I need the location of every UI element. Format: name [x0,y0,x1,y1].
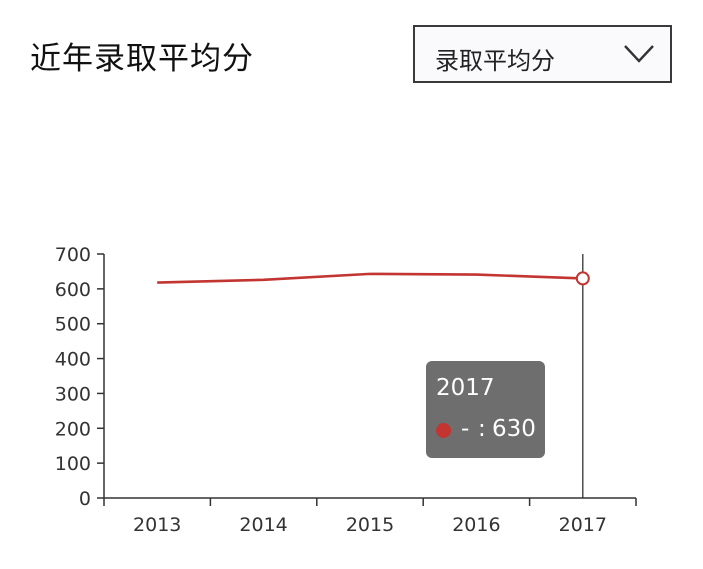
tooltip-separator: : [478,416,486,442]
y-tick-label: 400 [55,349,91,371]
page-title: 近年录取平均分 [30,41,254,77]
chevron-down-icon [624,45,654,63]
y-tick-label: 500 [55,314,91,336]
y-tick-label: 700 [55,244,91,266]
tooltip-series-name: - [461,416,470,442]
x-tick-label: 2013 [133,514,181,536]
select-value: 录取平均分 [435,47,555,75]
tooltip-value: 630 [492,416,536,442]
y-tick-label: 0 [79,488,91,510]
x-tick-label: 2014 [239,514,287,536]
y-tick-label: 100 [55,453,91,475]
y-tick-label: 200 [55,418,91,440]
chart-tooltip: 2017 - : 630 [426,361,545,458]
x-tick-label: 2016 [452,514,500,536]
highlighted-data-point [575,271,590,286]
y-tick-label: 300 [55,383,91,405]
metric-select[interactable]: 录取平均分 [413,25,672,83]
series-line [157,272,583,284]
tooltip-title: 2017 [436,375,495,401]
y-tick-label: 600 [55,279,91,301]
x-tick-label: 2017 [559,514,607,536]
x-tick-label: 2015 [346,514,394,536]
tooltip-series-marker [436,423,451,438]
